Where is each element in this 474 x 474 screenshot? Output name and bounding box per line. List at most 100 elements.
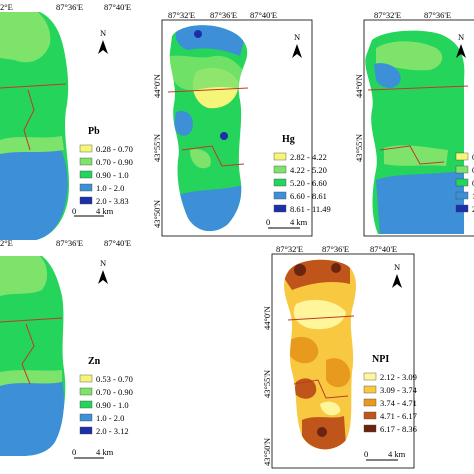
- hg-legend: 2.82 - 4.22 4.22 - 5.20 5.20 - 6.60 6.60 - …: [273, 152, 331, 214]
- npi-zone-dark-mid: [294, 378, 317, 399]
- npi-legend-title: NPI: [372, 354, 389, 365]
- hg-left-tick-1: 44°0'N: [152, 74, 162, 98]
- zn-legend-swatch: [79, 400, 93, 409]
- npi-zone-darkest-3: [317, 427, 327, 437]
- npi-map: [284, 259, 356, 450]
- pb-zone-light: [0, 12, 51, 63]
- p3-road-2: [379, 145, 445, 165]
- pb-scale-zero: 0: [72, 206, 76, 216]
- pb-zone-blue: [0, 148, 68, 240]
- hg-legend-swatch: [273, 204, 287, 213]
- pb-legend-swatch: [79, 144, 93, 153]
- hg-legend-swatch: [273, 165, 287, 174]
- hg-scale-km: 4 km: [290, 217, 308, 227]
- hg-map: [169, 25, 248, 232]
- p3-frame: [363, 19, 474, 237]
- zn-top-tick-3: 87°40'E: [104, 238, 131, 248]
- zn-map: [0, 256, 66, 456]
- pb-legend-label: 0.28 - 0.70: [96, 144, 133, 154]
- p3-top-tick-2: 87°36'E: [424, 10, 451, 20]
- panel-third: 87°32'E 87°36'E 44°0'N 43°55'N N 0. 0. 0. 1…: [354, 10, 474, 237]
- npi-zone-darkest-2: [331, 263, 341, 273]
- north-arrow-icon: [98, 270, 108, 284]
- p3-legend-swatch: [455, 165, 469, 174]
- pb-top-tick-2: 87°36'E: [56, 2, 83, 12]
- zn-zone-lightgreen: [0, 370, 62, 386]
- hg-zone-dark-2: [220, 132, 228, 140]
- hg-scale-zero: 0: [266, 217, 270, 227]
- hg-zone-lightgreen: [170, 55, 244, 91]
- pb-north-label: N: [100, 28, 106, 38]
- hg-zone-lightgreen-low: [190, 149, 211, 169]
- zn-north-label: N: [100, 258, 106, 268]
- pb-legend-swatch: [79, 157, 93, 166]
- pb-map: [0, 12, 69, 240]
- p3-legend-label: 1.: [472, 191, 474, 201]
- zn-legend-swatch: [79, 426, 93, 435]
- zn-zone-blue: [0, 380, 64, 456]
- pb-legend-swatch: [79, 170, 93, 179]
- pb-top-tick-3: 87°40'E: [104, 2, 131, 12]
- zn-legend-label: 0.70 - 0.90: [96, 387, 133, 397]
- hg-legend-swatch: [273, 152, 287, 161]
- p3-legend-label: 0.: [472, 165, 474, 175]
- zn-legend: 0.53 - 0.70 0.70 - 0.90 0.90 - 1.0 1.0 - 2.…: [79, 374, 133, 436]
- hg-legend-label: 4.22 - 5.20: [290, 165, 327, 175]
- p3-legend-label: 0.: [472, 178, 474, 188]
- npi-legend-swatch: [363, 411, 377, 420]
- hg-left-tick-2: 43°55'N: [152, 134, 162, 162]
- hg-zone-dark-1: [194, 30, 202, 38]
- npi-legend-swatch: [363, 385, 377, 394]
- npi-top-tick-3: 87°40'E: [370, 244, 397, 254]
- p3-left-tick-1: 44°0'N: [354, 74, 364, 98]
- pb-legend-swatch: [79, 183, 93, 192]
- zn-legend-label: 0.53 - 0.70: [96, 374, 133, 384]
- zn-scale-km: 4 km: [96, 447, 114, 457]
- hg-legend-swatch: [273, 178, 287, 187]
- p3-legend: 0. 0. 0. 1. 2.: [455, 152, 474, 214]
- npi-top-tick-1: 87°32'E: [276, 244, 303, 254]
- npi-left-tick-1: 44°0'N: [262, 306, 272, 330]
- p3-top-tick-1: 87°32'E: [374, 10, 401, 20]
- p3-zone-blue-low: [376, 170, 465, 234]
- north-arrow-icon: [98, 40, 108, 54]
- npi-zone-orange-1: [290, 336, 319, 364]
- p3-legend-label: 2.: [472, 204, 474, 214]
- hg-legend-swatch: [273, 191, 287, 200]
- pb-legend-label: 2.0 - 3.83: [96, 196, 129, 206]
- npi-legend-swatch: [363, 398, 377, 407]
- p3-zone-light-2: [384, 145, 448, 166]
- zn-legend-label: 1.0 - 2.0: [96, 413, 124, 423]
- pb-legend-swatch: [79, 196, 93, 205]
- panel-npi: 87°32'E 87°36'E 87°40'E 44°0'N 43°55'N 4…: [262, 244, 418, 469]
- hg-zone-blue-low: [176, 184, 246, 232]
- npi-road: [287, 315, 355, 321]
- hg-legend-label: 8.61 - 11.49: [290, 204, 331, 214]
- npi-north-label: N: [394, 262, 400, 272]
- hg-zone-blue-top: [175, 25, 244, 56]
- npi-scale-km: 4 km: [388, 449, 406, 459]
- pb-road: [0, 83, 67, 89]
- pb-road-2: [23, 89, 35, 151]
- hg-road-2: [181, 145, 245, 167]
- npi-zone-orange-2: [326, 358, 351, 388]
- zn-top-tick-2: 87°36'E: [56, 238, 83, 248]
- hg-left-tick-3: 43°50'N: [152, 200, 162, 228]
- npi-legend-label: 3.09 - 3.74: [380, 385, 418, 395]
- p3-legend-swatch: [455, 152, 469, 161]
- p3-legend-swatch: [455, 191, 469, 200]
- north-arrow-icon: [456, 44, 466, 58]
- p3-zone-blue-1: [374, 63, 401, 88]
- hg-top-tick-1: 87°32'E: [168, 10, 195, 20]
- panel-zn: 2°E 87°36'E 87°40'E N Zn 0.53 - 0.70 0.70…: [0, 238, 133, 459]
- zn-road-2: [21, 323, 35, 385]
- pb-legend-title: Pb: [88, 126, 100, 137]
- npi-road-2: [293, 379, 349, 399]
- npi-legend-label: 3.74 - 4.71: [380, 398, 417, 408]
- zn-legend-swatch: [79, 374, 93, 383]
- zn-road: [0, 317, 63, 323]
- pb-legend-label: 0.70 - 0.90: [96, 157, 133, 167]
- zn-legend-title: Zn: [88, 356, 101, 367]
- zn-zone-light: [0, 256, 48, 296]
